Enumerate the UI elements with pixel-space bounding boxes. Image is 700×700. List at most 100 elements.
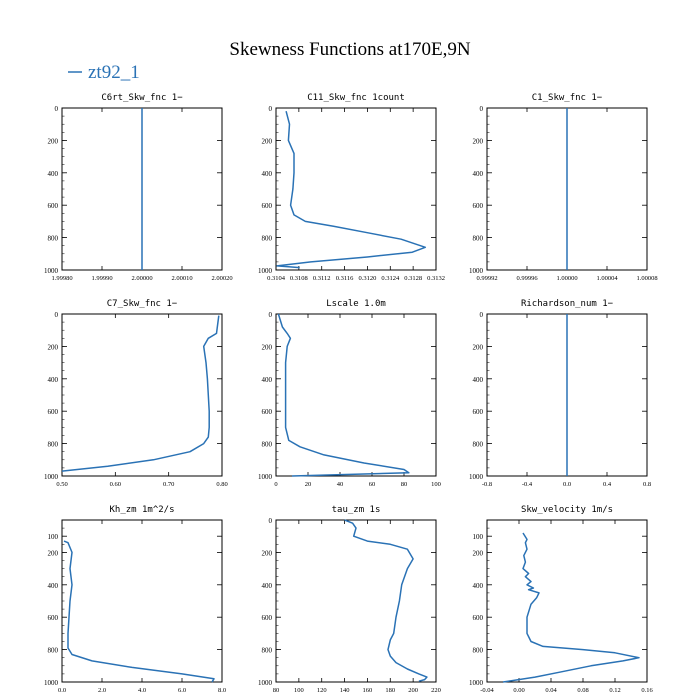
- y-tick-label: 200: [473, 343, 484, 351]
- x-tick-label: 60: [369, 481, 376, 488]
- x-tick-label: 0.04: [545, 687, 557, 694]
- x-tick-label: 2.00000: [131, 275, 152, 282]
- x-tick-label: 1.99980: [51, 275, 72, 282]
- x-tick-label: 0.3128: [404, 275, 422, 282]
- y-tick-label: 600: [48, 408, 59, 416]
- y-tick-label: 400: [262, 582, 273, 590]
- y-tick-label: 0: [269, 311, 273, 319]
- y-tick-label: 0: [55, 311, 59, 319]
- x-tick-label: 0.99992: [476, 275, 497, 282]
- chart-panel: C11_Skw_fnc 1count 0.3104 0.3108 0.3112 0.31…: [258, 93, 445, 282]
- panel-title: Richardson_num 1−: [521, 299, 614, 309]
- y-tick-label: 1000: [44, 473, 59, 481]
- series-line: [276, 111, 427, 269]
- x-tick-label: 0.60: [110, 481, 121, 488]
- x-tick-label: 40: [337, 481, 344, 488]
- y-tick-label: 600: [48, 202, 59, 210]
- plot-frame: [61, 313, 223, 477]
- y-tick-label: 800: [473, 441, 484, 449]
- y-tick-label: 800: [48, 647, 59, 655]
- x-tick-label: 180: [385, 687, 395, 694]
- y-tick-label: 400: [262, 170, 273, 178]
- panel-title: Kh_zm 1m^2/s: [109, 505, 174, 515]
- x-tick-label: 20: [305, 481, 312, 488]
- chart-panel: Richardson_num 1− -0.8 -0.4 0.0 0.4 0.8 0 200 40…: [469, 299, 651, 488]
- x-tick-label: 0.12: [609, 687, 620, 694]
- series-line: [502, 532, 640, 683]
- y-tick-label: 600: [262, 614, 273, 622]
- y-tick-label: 1000: [258, 679, 273, 687]
- x-tick-label: 0.3104: [267, 275, 286, 282]
- x-tick-label: 8.0: [218, 687, 226, 694]
- y-tick-label: 200: [262, 137, 273, 145]
- y-tick-label: 400: [473, 170, 484, 178]
- y-tick-label: 600: [262, 408, 273, 416]
- plot-frame: [275, 313, 437, 477]
- x-tick-label: 80: [401, 481, 408, 488]
- x-tick-label: 0.4: [603, 481, 612, 488]
- y-tick-label: 100: [473, 533, 484, 541]
- y-tick-label: 400: [48, 582, 59, 590]
- x-tick-label: 0.80: [216, 481, 227, 488]
- y-tick-label: 600: [473, 408, 484, 416]
- y-tick-label: 800: [473, 235, 484, 243]
- x-tick-label: 160: [363, 687, 373, 694]
- x-tick-label: 0.08: [577, 687, 588, 694]
- plot-frame: [61, 519, 223, 683]
- x-tick-label: 220: [431, 687, 441, 694]
- y-tick-label: 1000: [469, 679, 484, 687]
- plot-frame: [275, 107, 437, 271]
- chart-panel: Skw_velocity 1m/s -0.04 0.00 0.04 0.08 0.12 0.…: [469, 505, 653, 694]
- y-tick-label: 400: [262, 376, 273, 384]
- series-line: [63, 540, 215, 683]
- y-tick-label: 0: [480, 311, 484, 319]
- chart-panel: C7_Skw_fnc 1− 0.50 0.60 0.70 0.80 0 200 400 600 8…: [44, 299, 228, 488]
- x-tick-label: 0.0: [563, 481, 571, 488]
- x-tick-label: 1.00004: [596, 275, 618, 282]
- x-tick-label: 0: [274, 481, 277, 488]
- panel-title: tau_zm 1s: [332, 505, 381, 515]
- x-tick-label: 0.3108: [290, 275, 308, 282]
- x-tick-label: 0.3132: [427, 275, 445, 282]
- panel-title: C6rt_Skw_fnc 1−: [101, 93, 183, 103]
- y-tick-label: 800: [48, 235, 59, 243]
- y-tick-label: 400: [473, 376, 484, 384]
- y-tick-label: 800: [48, 441, 59, 449]
- y-tick-label: 1000: [469, 267, 484, 275]
- x-tick-label: 2.00020: [211, 275, 232, 282]
- series-line: [277, 313, 410, 477]
- x-tick-label: 2.00010: [171, 275, 192, 282]
- x-tick-label: 80: [273, 687, 280, 694]
- y-tick-label: 1000: [44, 267, 59, 275]
- y-tick-label: 200: [262, 549, 273, 557]
- plot-frame: [275, 519, 437, 683]
- panel-title: C7_Skw_fnc 1−: [107, 299, 178, 309]
- panel-title: C11_Skw_fnc 1count: [307, 93, 405, 103]
- y-tick-label: 0: [269, 105, 273, 113]
- x-tick-label: 0.3124: [381, 275, 400, 282]
- x-tick-label: 200: [408, 687, 418, 694]
- x-tick-label: 2.0: [98, 687, 106, 694]
- y-tick-label: 600: [473, 614, 484, 622]
- y-tick-label: 100: [48, 533, 59, 541]
- y-tick-label: 400: [473, 582, 484, 590]
- chart-panel: C6rt_Skw_fnc 1− 1.99980 1.99990 2.00000 2.00…: [44, 93, 233, 282]
- x-tick-label: 100: [294, 687, 304, 694]
- y-tick-label: 200: [48, 549, 59, 557]
- figure-title: Skewness Functions at170E,9N: [229, 39, 470, 60]
- y-tick-label: 600: [262, 202, 273, 210]
- panel-title: Lscale 1.0m: [326, 299, 386, 309]
- x-tick-label: 6.0: [178, 687, 186, 694]
- x-tick-label: 100: [431, 481, 441, 488]
- panel-title: Skw_velocity 1m/s: [521, 505, 613, 515]
- y-tick-label: 600: [48, 614, 59, 622]
- y-tick-label: 0: [480, 105, 484, 113]
- x-tick-label: 120: [317, 687, 327, 694]
- x-tick-label: 0.3120: [358, 275, 376, 282]
- x-tick-label: 1.99990: [91, 275, 112, 282]
- y-tick-label: 1000: [469, 473, 484, 481]
- y-tick-label: 200: [48, 137, 59, 145]
- y-tick-label: 1000: [258, 267, 273, 275]
- x-tick-label: 0.3112: [313, 275, 331, 282]
